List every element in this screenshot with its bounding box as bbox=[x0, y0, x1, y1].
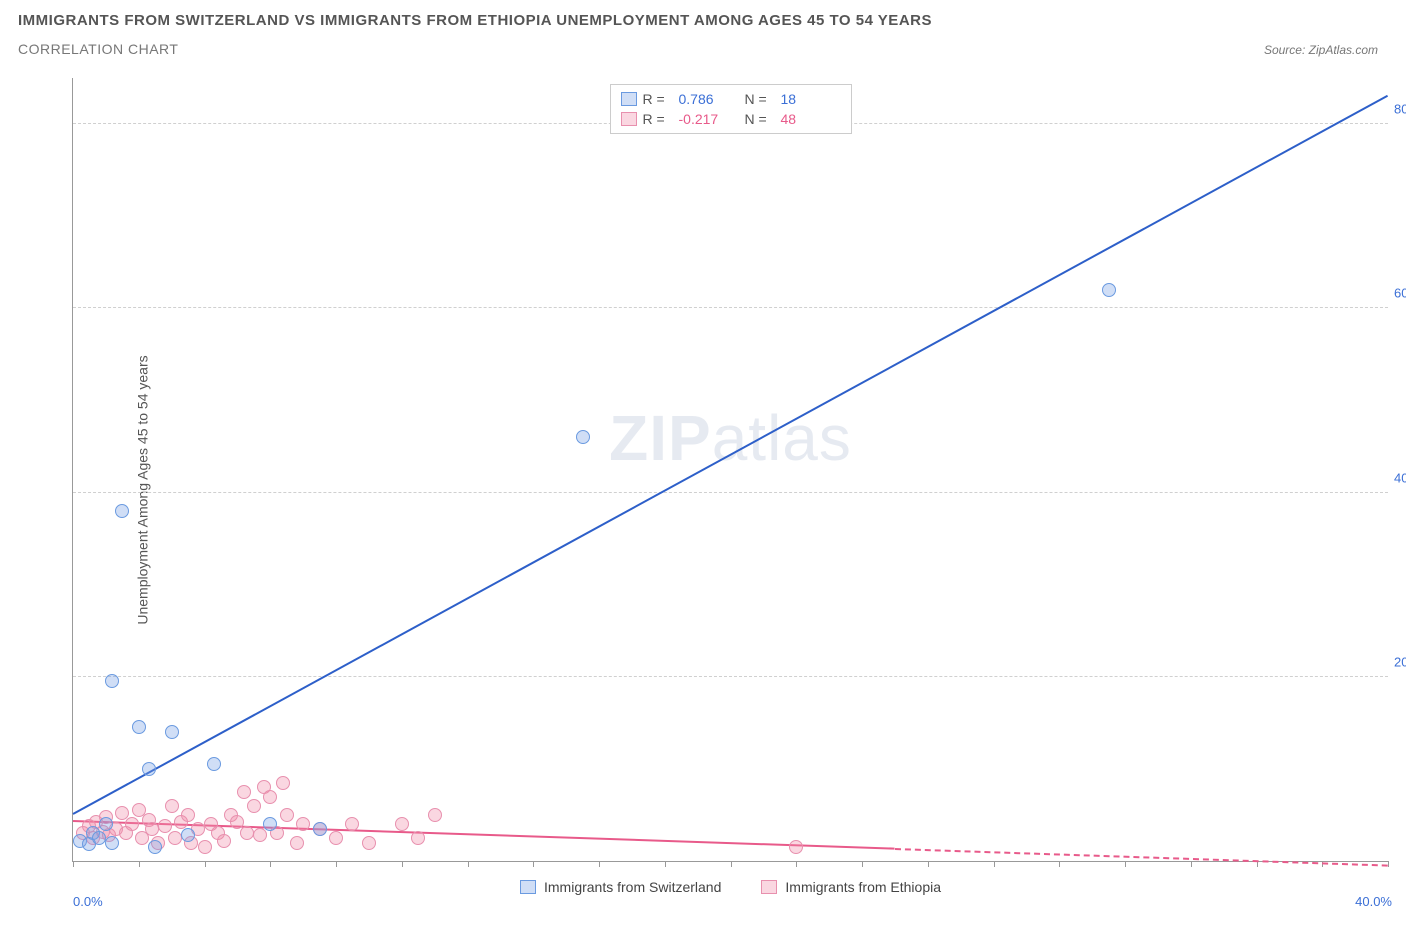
data-point bbox=[145, 822, 159, 836]
data-point bbox=[125, 817, 139, 831]
data-point bbox=[99, 817, 113, 831]
data-point bbox=[280, 808, 294, 822]
x-tick bbox=[468, 861, 469, 867]
n-label: N = bbox=[745, 111, 775, 127]
swatch-ethiopia bbox=[761, 880, 777, 894]
data-point bbox=[789, 840, 803, 854]
x-tick bbox=[1191, 861, 1192, 867]
x-tick bbox=[402, 861, 403, 867]
watermark: ZIPatlas bbox=[609, 401, 852, 475]
data-point bbox=[148, 840, 162, 854]
n-value-switzerland: 18 bbox=[781, 91, 841, 107]
legend-row-switzerland: R = 0.786 N = 18 bbox=[621, 89, 841, 109]
x-tick bbox=[139, 861, 140, 867]
data-point bbox=[165, 725, 179, 739]
x-tick bbox=[731, 861, 732, 867]
swatch-switzerland bbox=[520, 880, 536, 894]
data-point bbox=[181, 808, 195, 822]
chart-title: IMMIGRANTS FROM SWITZERLAND VS IMMIGRANT… bbox=[18, 12, 1388, 29]
regression-line bbox=[895, 848, 1388, 867]
watermark-bold: ZIP bbox=[609, 402, 712, 474]
data-point bbox=[105, 836, 119, 850]
data-point bbox=[207, 757, 221, 771]
legend-row-ethiopia: R = -0.217 N = 48 bbox=[621, 109, 841, 129]
series-legend: Immigrants from Switzerland Immigrants f… bbox=[73, 879, 1388, 895]
y-tick-label: 20.0% bbox=[1394, 654, 1406, 669]
r-label: R = bbox=[643, 111, 673, 127]
data-point bbox=[142, 762, 156, 776]
data-point bbox=[92, 831, 106, 845]
data-point bbox=[181, 828, 195, 842]
data-point bbox=[240, 826, 254, 840]
legend-item-ethiopia: Immigrants from Ethiopia bbox=[761, 879, 941, 895]
plot-region: ZIPatlas R = 0.786 N = 18 R = -0.217 N =… bbox=[72, 78, 1388, 862]
x-tick bbox=[994, 861, 995, 867]
x-tick bbox=[796, 861, 797, 867]
n-label: N = bbox=[745, 91, 775, 107]
data-point bbox=[237, 785, 251, 799]
data-point bbox=[198, 840, 212, 854]
chart-header: IMMIGRANTS FROM SWITZERLAND VS IMMIGRANT… bbox=[0, 0, 1406, 57]
r-value-ethiopia: -0.217 bbox=[679, 111, 739, 127]
data-point bbox=[290, 836, 304, 850]
data-point bbox=[263, 817, 277, 831]
regression-line bbox=[73, 95, 1389, 815]
x-tick bbox=[599, 861, 600, 867]
data-point bbox=[428, 808, 442, 822]
data-point bbox=[263, 790, 277, 804]
x-tick bbox=[336, 861, 337, 867]
watermark-light: atlas bbox=[712, 402, 852, 474]
data-point bbox=[1102, 283, 1116, 297]
chart-area: Unemployment Among Ages 45 to 54 years Z… bbox=[18, 78, 1388, 902]
data-point bbox=[253, 828, 267, 842]
data-point bbox=[132, 720, 146, 734]
x-tick bbox=[205, 861, 206, 867]
x-tick bbox=[270, 861, 271, 867]
data-point bbox=[576, 430, 590, 444]
gridline bbox=[73, 676, 1388, 677]
data-point bbox=[362, 836, 376, 850]
legend-label-ethiopia: Immigrants from Ethiopia bbox=[785, 879, 941, 895]
data-point bbox=[313, 822, 327, 836]
legend-label-switzerland: Immigrants from Switzerland bbox=[544, 879, 721, 895]
x-tick bbox=[533, 861, 534, 867]
data-point bbox=[158, 819, 172, 833]
correlation-legend: R = 0.786 N = 18 R = -0.217 N = 48 bbox=[610, 84, 852, 134]
x-axis-max-label: 40.0% bbox=[1355, 894, 1392, 909]
source-attribution: Source: ZipAtlas.com bbox=[1264, 43, 1388, 57]
x-tick bbox=[1059, 861, 1060, 867]
data-point bbox=[217, 834, 231, 848]
x-tick bbox=[1125, 861, 1126, 867]
x-tick bbox=[862, 861, 863, 867]
legend-item-switzerland: Immigrants from Switzerland bbox=[520, 879, 721, 895]
gridline bbox=[73, 307, 1388, 308]
data-point bbox=[105, 674, 119, 688]
chart-subtitle: CORRELATION CHART bbox=[18, 41, 178, 57]
r-label: R = bbox=[643, 91, 673, 107]
y-tick-label: 40.0% bbox=[1394, 470, 1406, 485]
x-tick bbox=[928, 861, 929, 867]
data-point bbox=[115, 504, 129, 518]
y-tick-label: 80.0% bbox=[1394, 102, 1406, 117]
swatch-ethiopia bbox=[621, 112, 637, 126]
data-point bbox=[395, 817, 409, 831]
data-point bbox=[411, 831, 425, 845]
data-point bbox=[247, 799, 261, 813]
data-point bbox=[345, 817, 359, 831]
data-point bbox=[296, 817, 310, 831]
n-value-ethiopia: 48 bbox=[781, 111, 841, 127]
gridline bbox=[73, 492, 1388, 493]
subtitle-row: CORRELATION CHART Source: ZipAtlas.com bbox=[18, 41, 1388, 57]
swatch-switzerland bbox=[621, 92, 637, 106]
r-value-switzerland: 0.786 bbox=[679, 91, 739, 107]
data-point bbox=[165, 799, 179, 813]
x-tick bbox=[73, 861, 74, 867]
data-point bbox=[276, 776, 290, 790]
x-tick bbox=[665, 861, 666, 867]
y-tick-label: 60.0% bbox=[1394, 286, 1406, 301]
data-point bbox=[168, 831, 182, 845]
x-axis-min-label: 0.0% bbox=[73, 894, 103, 909]
data-point bbox=[329, 831, 343, 845]
